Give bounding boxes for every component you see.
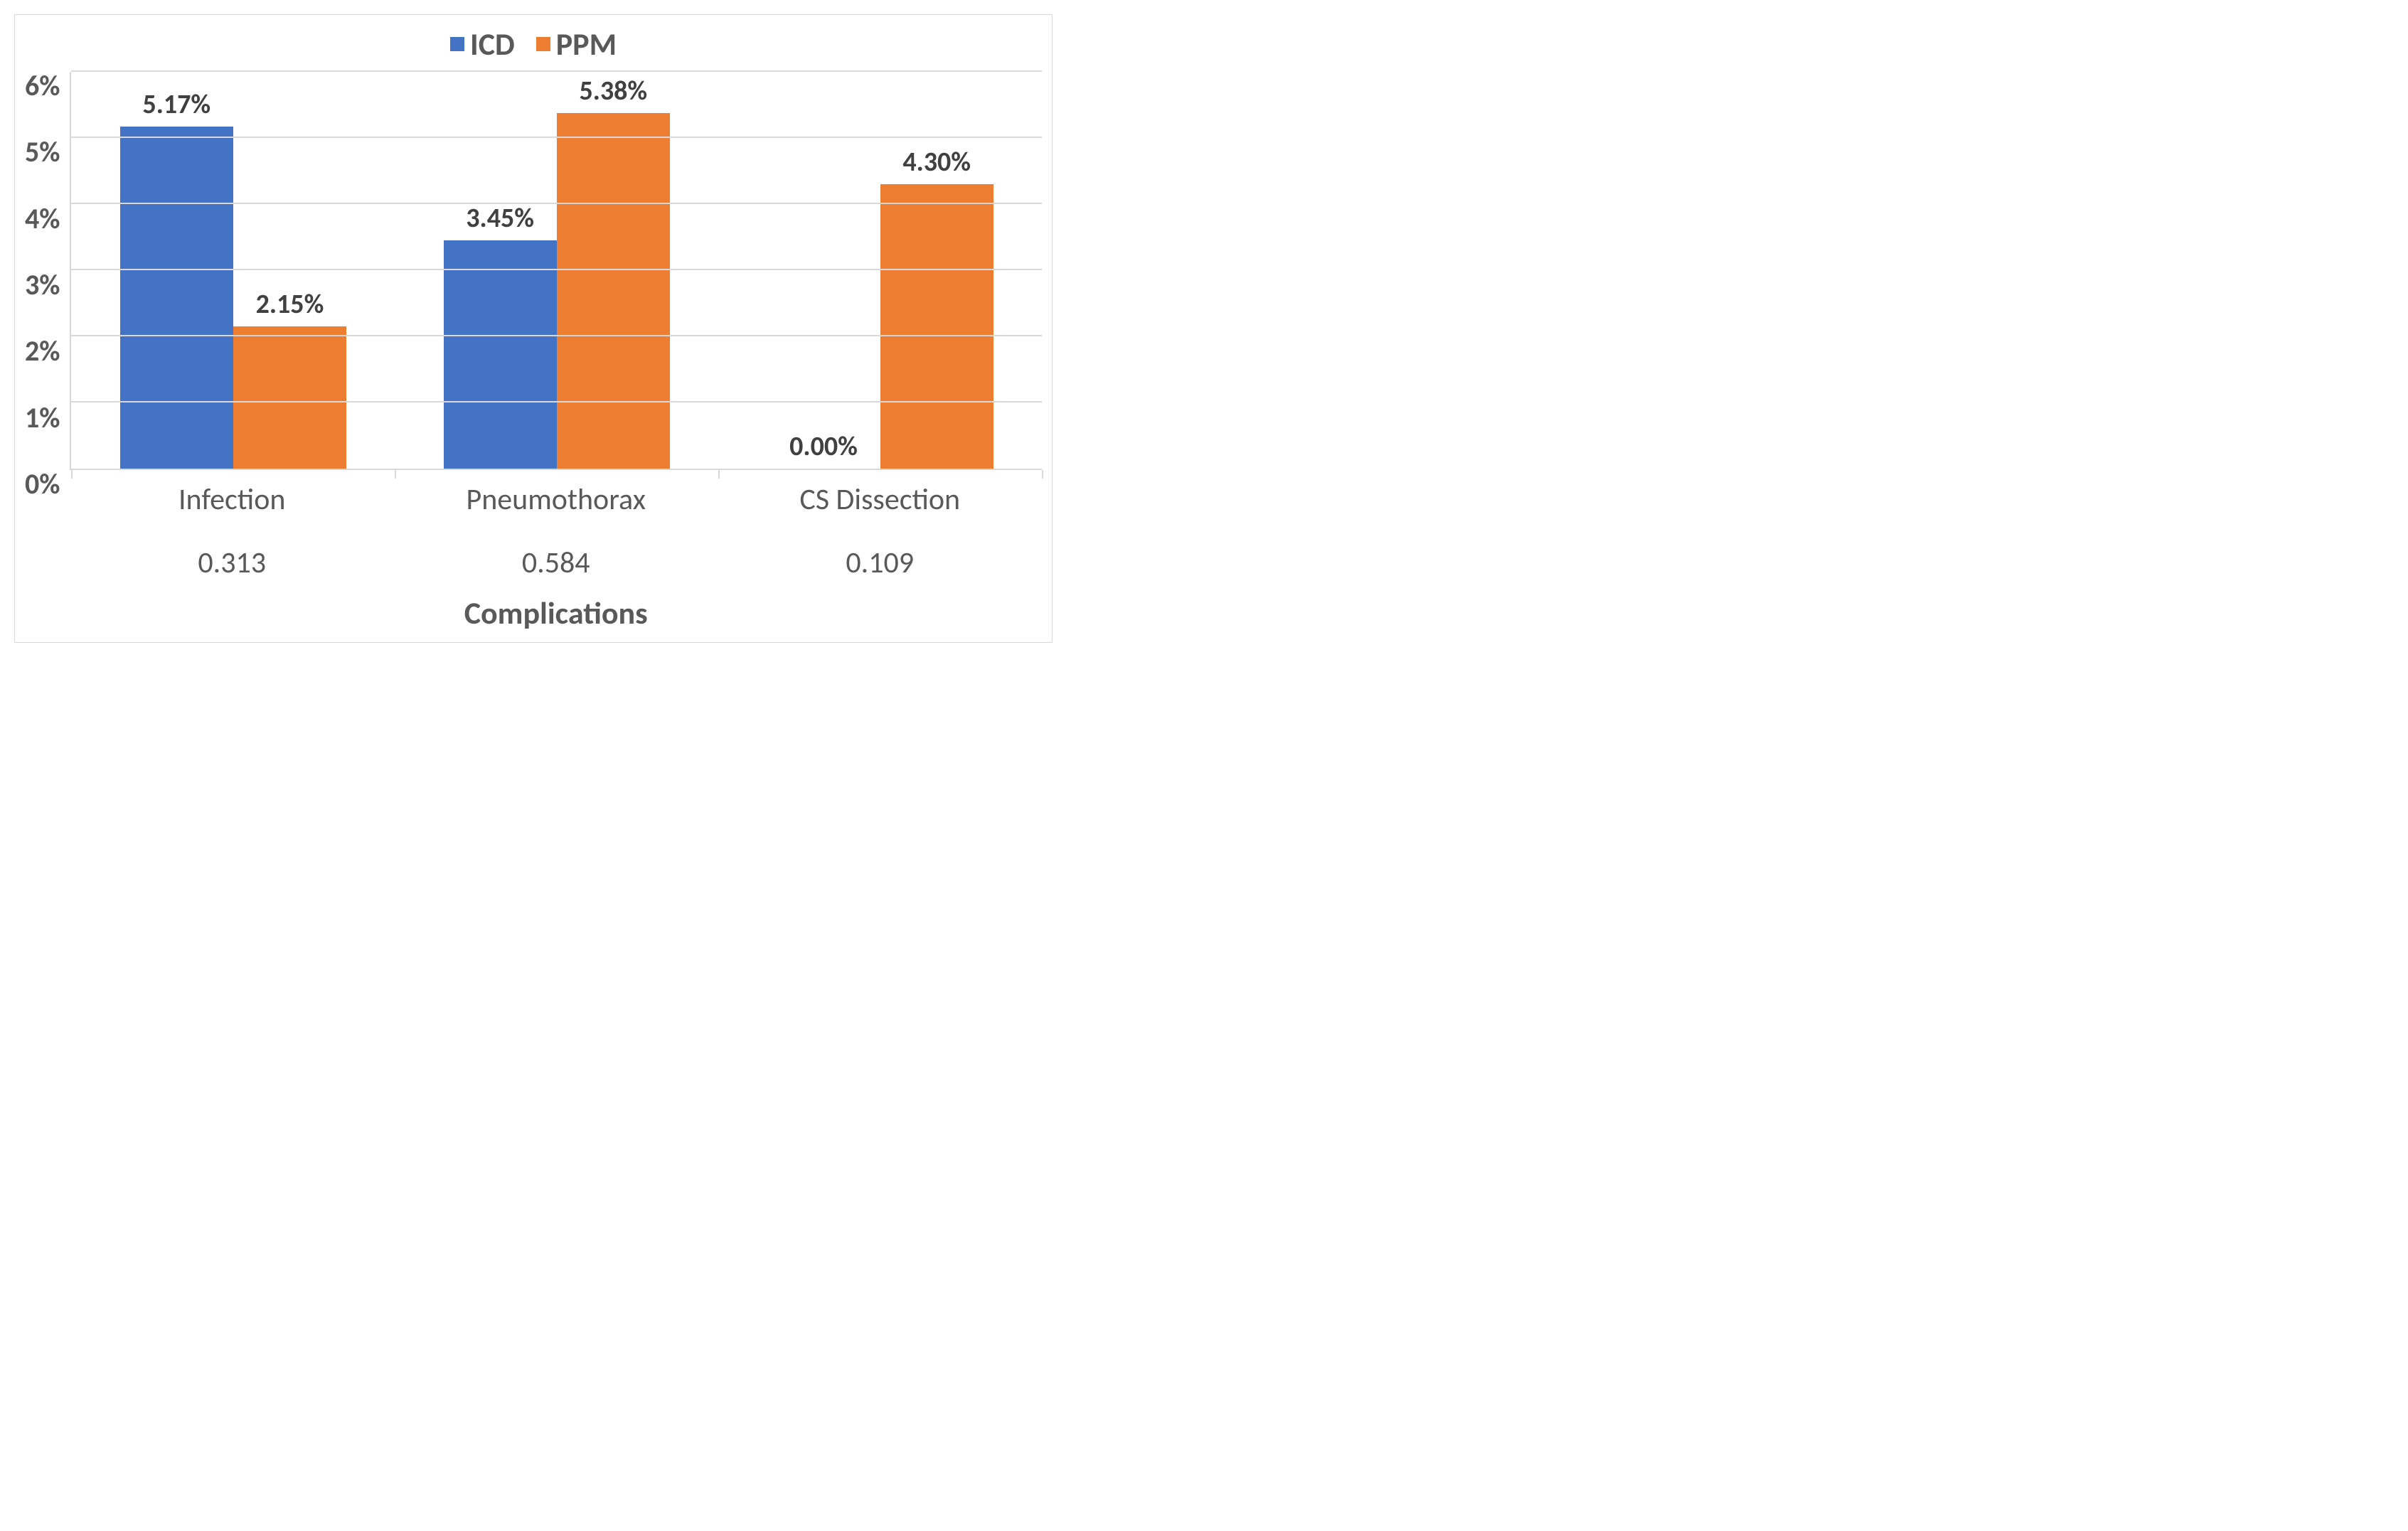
- bar-value-label: 2.15%: [256, 288, 324, 321]
- bar-pair: 5.17% 2.15%: [120, 72, 346, 469]
- bar-value-label: 5.38%: [580, 75, 648, 107]
- bar-groups: 5.17% 2.15% 3.45% 5.38% 0.00% 4.30%: [71, 72, 1042, 469]
- gridline: [71, 401, 1042, 402]
- x-tick-mark: [718, 470, 720, 479]
- x-tick-mark: [395, 470, 396, 479]
- bar-value-label: 4.30%: [902, 146, 971, 178]
- legend-label-icd: ICD: [470, 25, 515, 63]
- bar-group: 5.17% 2.15%: [71, 72, 395, 469]
- chart-border: ICD PPM 6%5%4%3%2%1%0% 5.17% 2.15% 3.45% 5.3…: [14, 14, 1053, 643]
- plot-area: 5.17% 2.15% 3.45% 5.38% 0.00% 4.30%: [70, 72, 1042, 470]
- x-tick-label: Infection: [70, 481, 394, 518]
- bar-col-ppm: 4.30%: [880, 72, 993, 469]
- bar-icd: [444, 240, 557, 469]
- bar-col-ppm: 2.15%: [233, 72, 346, 469]
- plot-wrap: 5.17% 2.15% 3.45% 5.38% 0.00% 4.30% Infection…: [70, 72, 1042, 632]
- x-subtick-label: 0.109: [718, 545, 1042, 581]
- bar-value-label: 0.00%: [789, 430, 858, 463]
- gridline: [71, 203, 1042, 204]
- x-subtick-labels: 0.3130.5840.109: [70, 545, 1042, 581]
- x-tick-mark: [1042, 470, 1043, 479]
- legend: ICD PPM: [25, 25, 1042, 63]
- x-tick-label: Pneumothorax: [394, 481, 718, 518]
- gridline: [71, 137, 1042, 138]
- bar-value-label: 3.45%: [466, 202, 534, 235]
- x-subtick-label: 0.584: [394, 545, 718, 581]
- legend-item-icd: ICD: [450, 25, 515, 63]
- bar-ppm: [557, 113, 670, 469]
- complications-chart: ICD PPM 6%5%4%3%2%1%0% 5.17% 2.15% 3.45% 5.3…: [25, 25, 1042, 632]
- bar-group: 3.45% 5.38%: [395, 72, 718, 469]
- bar-value-label: 5.17%: [142, 88, 211, 121]
- gridline: [71, 70, 1042, 72]
- x-subtick-label: 0.313: [70, 545, 394, 581]
- x-tick-mark: [71, 470, 73, 479]
- bar-col-icd: 5.17%: [120, 72, 233, 469]
- bar-icd: [120, 127, 233, 469]
- plot-frame: 6%5%4%3%2%1%0% 5.17% 2.15% 3.45% 5.38% 0.00%…: [25, 72, 1042, 632]
- legend-label-ppm: PPM: [556, 25, 617, 63]
- x-tick-labels: InfectionPneumothoraxCS Dissection: [70, 481, 1042, 518]
- bar-group: 0.00% 4.30%: [718, 72, 1042, 469]
- bar-pair: 3.45% 5.38%: [444, 72, 670, 469]
- legend-swatch-ppm: [536, 37, 550, 51]
- x-tick-label: CS Dissection: [718, 481, 1042, 518]
- bar-col-icd: 3.45%: [444, 72, 557, 469]
- gridline: [71, 269, 1042, 270]
- bar-col-icd: 0.00%: [767, 72, 880, 469]
- bar-ppm: [880, 184, 993, 469]
- legend-swatch-icd: [450, 37, 464, 51]
- x-axis-title: Complications: [70, 594, 1042, 632]
- bar-ppm: [233, 326, 346, 469]
- y-axis: 6%5%4%3%2%1%0%: [25, 72, 70, 470]
- bar-col-ppm: 5.38%: [557, 72, 670, 469]
- gridline: [71, 335, 1042, 336]
- bar-pair: 0.00% 4.30%: [767, 72, 993, 469]
- legend-item-ppm: PPM: [536, 25, 617, 63]
